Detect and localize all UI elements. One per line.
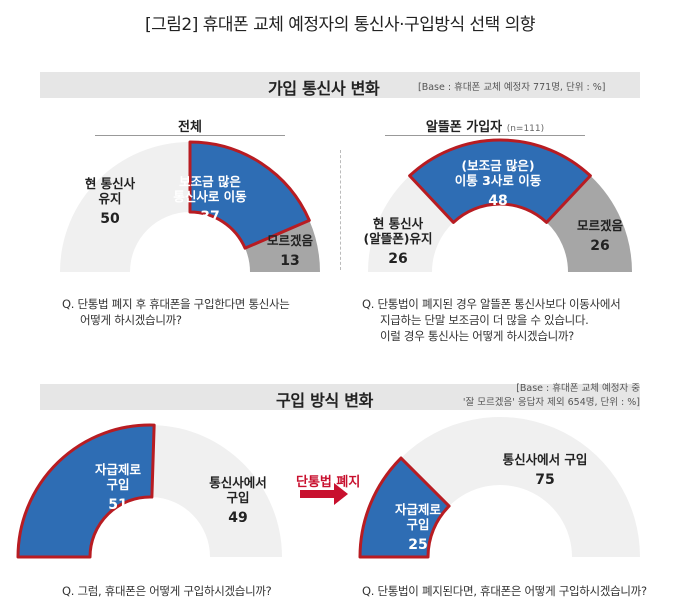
- slice-value-1: 37: [200, 209, 219, 225]
- slice-light-1: [151, 425, 282, 557]
- slice-value-1: 75: [535, 472, 554, 488]
- chart-purchase-after: 자급제로 구입 25 통신사에서 구입 75: [358, 416, 640, 559]
- section2-header: 구입 방식 변화: [40, 384, 640, 410]
- left-panel-underline: [95, 135, 285, 136]
- section1-left-question: Q. 단통법 폐지 후 휴대폰을 구입한다면 통신사는 어떻게 하시겠습니까?: [62, 297, 290, 327]
- slice-label-1: 통신사에서 구입: [503, 452, 588, 467]
- chart-purchase-before: 자급제로 구입 51 통신사에서 구입 49: [16, 423, 282, 559]
- slice-highlight-0: [358, 456, 451, 559]
- slice-value-0: 25: [408, 537, 427, 553]
- slice-value-0: 26: [388, 251, 407, 267]
- slice-light-0: [60, 142, 190, 272]
- right-panel-title: 알뜰폰 가입자 (n=111): [425, 120, 545, 135]
- slice-label-1: 통신사에서 구입: [209, 475, 267, 505]
- slice-value-2: 13: [280, 253, 299, 269]
- section2-title: 구입 방식 변화: [276, 391, 374, 410]
- slice-label-2: 모르겠음: [577, 218, 624, 233]
- section1-right-question: Q. 단통법이 폐지된 경우 알뜰폰 통신사보다 이동사에서 지급하는 단말 보…: [362, 297, 621, 343]
- slice-label-1: (보조금 많은) 이통 3사로 이동: [455, 158, 542, 188]
- chart-mvno-carrier: 현 통신사 (알뜰폰)유지 26 (보조금 많은) 이통 3사로 이동 48 모르겠음 26: [364, 138, 632, 272]
- slice-highlight-1: [408, 138, 592, 224]
- slice-gray-2: [245, 220, 320, 272]
- chart-overall-carrier: 현 통신사 유지 50 보조금 많은 통신사로 이동 37 모르겠음 13: [60, 140, 320, 272]
- slice-label-2: 모르겠음: [267, 233, 314, 248]
- section2-right-question: Q. 단통법이 폐지된다면, 휴대폰은 어떻게 구입하시겠습니까?: [362, 584, 647, 598]
- slice-label-0: 자급제로 구입: [95, 462, 142, 492]
- right-panel-n: (n=111): [506, 124, 545, 134]
- slice-label-0: 현 통신사 유지: [85, 176, 136, 206]
- left-panel-title: 전체: [178, 120, 202, 135]
- slice-highlight-1: [188, 140, 311, 250]
- slice-value-0: 51: [108, 497, 127, 513]
- slice-label-0: 자급제로 구입: [395, 502, 442, 532]
- section1-note: [Base : 휴대폰 교체 예정자 771명, 단위 : %]: [418, 82, 606, 93]
- section2-note: [Base : 휴대폰 교체 예정자 중 '잘 모르겠음' 응답자 제외 654…: [462, 383, 640, 408]
- panel-divider: [340, 150, 341, 270]
- slice-label-1: 보조금 많은 통신사로 이동: [173, 174, 247, 204]
- slice-highlight-0: [16, 423, 156, 559]
- section1-title: 가입 통신사 변화: [268, 79, 380, 98]
- arrow-label: 단통법 폐지: [296, 475, 361, 490]
- slice-light-1: [401, 416, 640, 557]
- slice-label-0: 현 통신사 (알뜰폰)유지: [364, 216, 433, 246]
- page-title: [그림2] 휴대폰 교체 예정자의 통신사·구입방식 선택 의향: [145, 15, 536, 35]
- slice-value-1: 48: [488, 193, 507, 209]
- section1-header: 가입 통신사 변화 [Base : 휴대폰 교체 예정자 771명, 단위 : …: [40, 72, 640, 98]
- arrow-icon: [300, 483, 348, 505]
- section2-left-question: Q. 그럼, 휴대폰은 어떻게 구입하시겠습니까?: [62, 584, 272, 598]
- slice-value-2: 26: [590, 238, 609, 254]
- right-panel-underline: [385, 135, 585, 136]
- slice-value-1: 49: [228, 510, 247, 526]
- slice-value-0: 50: [100, 211, 120, 227]
